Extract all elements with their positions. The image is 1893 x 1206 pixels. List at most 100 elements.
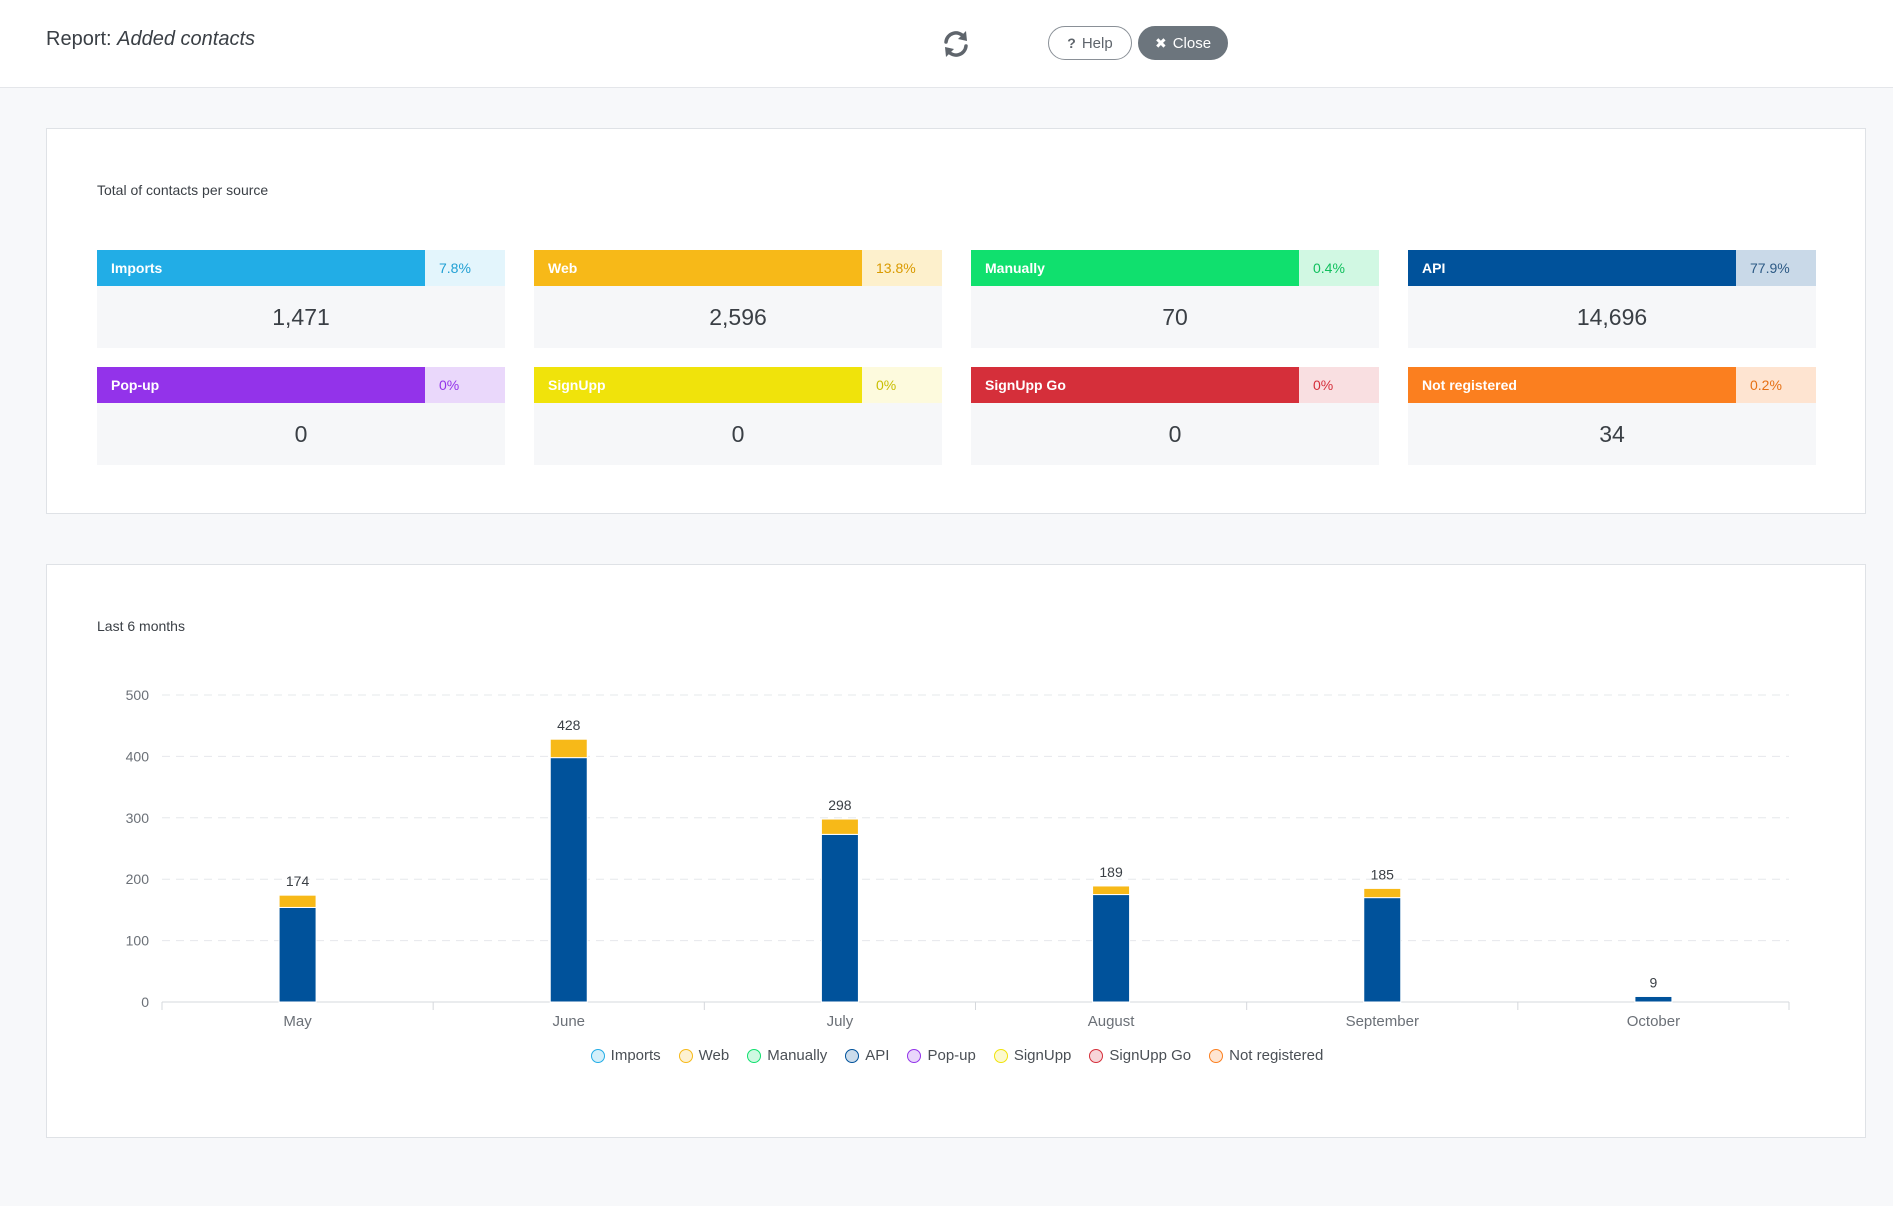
bar-segment [1634,995,1673,1003]
legend-item[interactable]: Not registered [1209,1047,1323,1064]
legend-swatch [590,1048,605,1063]
legend-swatch [993,1048,1008,1063]
source-name: SignUpp Go [971,367,1299,403]
months-panel: Last 6 months 0 100 200 300 400 500 174 May 428 J… [46,564,1866,1138]
legend-label: SignUpp [1013,1047,1072,1064]
y-tick-label: 300 [126,810,150,826]
bar-total-label: 298 [828,797,852,813]
source-count: 1,471 [272,303,330,330]
report-name: Added contacts [117,28,256,50]
bar-total-label: 9 [1650,974,1658,990]
legend-label: SignUpp Go [1109,1047,1192,1064]
source-card: API 77.9% 14,696 [1408,250,1816,348]
x-tick-label: August [1088,1013,1136,1030]
refresh-icon[interactable] [940,28,972,60]
source-count: 0 [294,420,308,447]
bar-total-label: 189 [1099,864,1123,880]
source-count: 14,696 [1576,303,1648,330]
legend-item[interactable]: Pop-up [907,1047,976,1064]
legend-swatch [1209,1048,1224,1063]
source-percent: 0% [1299,367,1379,403]
close-icon: ✖ [1154,34,1167,51]
report-header: Report: Added contacts ? Help ✖ Close [0,0,1893,88]
legend-swatch [845,1048,860,1063]
legend-item[interactable]: SignUpp Go [1089,1047,1191,1064]
x-tick-label: July [827,1013,854,1030]
legend-label: Manually [767,1047,828,1064]
source-name: API [1408,250,1736,286]
source-card-header: SignUpp 0% [534,367,942,403]
x-tick-label: May [283,1013,312,1030]
totals-panel: Total of contacts per source Imports 7.8%… [46,128,1866,514]
source-card-header: SignUpp Go 0% [971,367,1379,403]
bar-segment [549,757,588,1003]
source-card: Imports 7.8% 1,471 [97,250,505,348]
source-percent: 0% [425,367,505,403]
legend-label: Not registered [1229,1047,1324,1064]
bar-total-label: 428 [557,717,581,733]
source-percent: 0.2% [1736,367,1816,403]
source-card-header: Pop-up 0% [97,367,505,403]
help-label: Help [1081,34,1113,52]
bar-segment [278,906,317,1003]
title-prefix: Report: [46,28,112,50]
bar-segment [1092,894,1131,1003]
x-tick-label: September [1346,1013,1419,1030]
legend-item[interactable]: SignUpp [993,1047,1072,1064]
y-tick-label: 100 [126,933,150,949]
chart-legend: Imports Web Manually API Pop-up SignUpp SignUp… [47,1047,1867,1064]
source-card: SignUpp 0% 0 [534,367,942,465]
legend-label: Web [698,1047,730,1064]
source-count: 0 [731,420,745,447]
legend-label: Pop-up [927,1047,976,1064]
source-card: SignUpp Go 0% 0 [971,367,1379,465]
months-title: Last 6 months [97,618,185,634]
help-button[interactable]: ? Help [1048,26,1132,60]
source-card-header: Web 13.8% [534,250,942,286]
source-percent: 7.8% [425,250,505,286]
x-tick-label: June [552,1013,585,1030]
bar-segment [278,894,317,908]
source-card-header: Imports 7.8% [97,250,505,286]
source-percent: 0.4% [1299,250,1379,286]
bar-segment [820,818,859,835]
source-name: Imports [97,250,425,286]
legend-item[interactable]: Imports [590,1047,661,1064]
source-card-header: API 77.9% [1408,250,1816,286]
bar-total-label: 185 [1371,866,1395,882]
source-percent: 13.8% [862,250,942,286]
source-card-header: Not registered 0.2% [1408,367,1816,403]
bar-segment [1092,885,1131,896]
legend-swatch [907,1048,922,1063]
bar-segment [549,738,588,759]
x-tick-label: October [1627,1013,1680,1030]
legend-item[interactable]: Manually [747,1047,827,1064]
source-card: Web 13.8% 2,596 [534,250,942,348]
source-name: Pop-up [97,367,425,403]
close-button[interactable]: ✖ Close [1138,26,1228,60]
source-count: 0 [1168,420,1182,447]
legend-label: Imports [610,1047,661,1064]
y-tick-label: 400 [126,748,150,764]
y-tick-label: 500 [126,687,150,703]
legend-swatch [1089,1048,1104,1063]
legend-item[interactable]: Web [678,1047,730,1064]
source-name: Manually [971,250,1299,286]
source-name: Not registered [1408,367,1736,403]
source-card: Manually 0.4% 70 [971,250,1379,348]
legend-swatch [678,1048,693,1063]
bar-segment [1363,887,1402,899]
legend-swatch [747,1048,762,1063]
source-count: 34 [1599,420,1625,447]
totals-title: Total of contacts per source [97,182,269,198]
page-title: Report: Added contacts [46,28,255,51]
y-tick-label: 0 [141,994,149,1010]
source-name: Web [534,250,862,286]
source-count: 70 [1162,303,1188,330]
source-card: Pop-up 0% 0 [97,367,505,465]
y-tick-label: 200 [126,871,150,887]
source-percent: 0% [862,367,942,403]
legend-item[interactable]: API [845,1047,889,1064]
source-card-header: Manually 0.4% [971,250,1379,286]
question-icon: ? [1067,35,1076,51]
